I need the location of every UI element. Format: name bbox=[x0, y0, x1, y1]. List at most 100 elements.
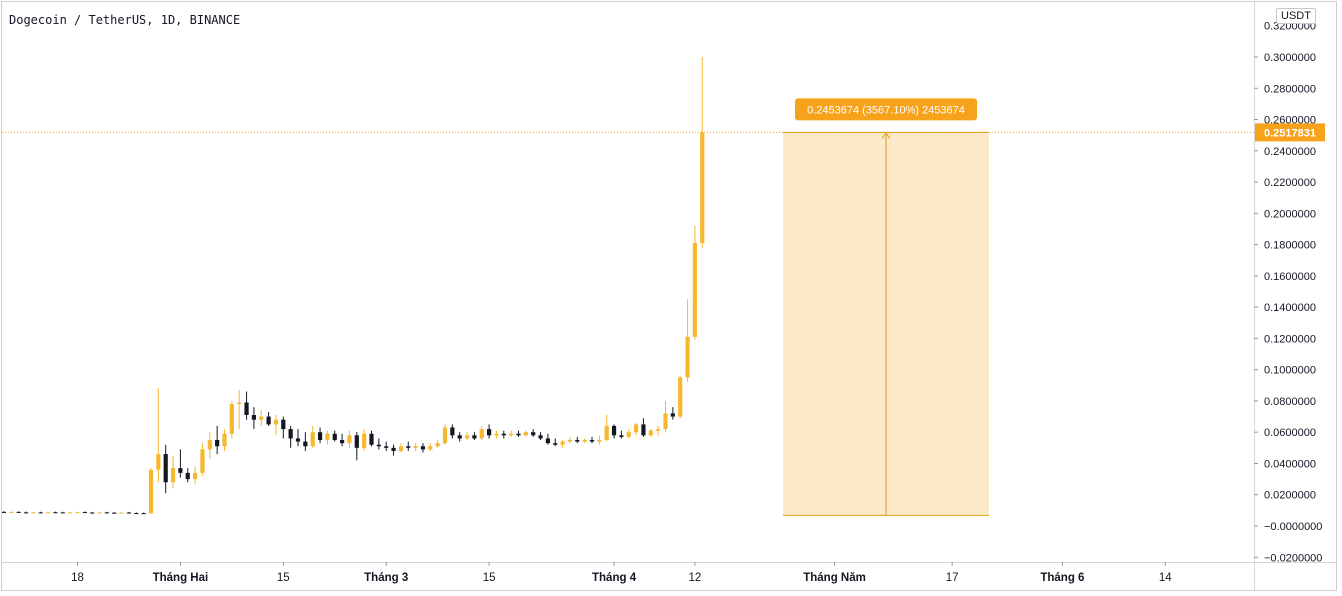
candle-body bbox=[273, 419, 279, 425]
price-tick-label: 0.2400000 bbox=[1264, 146, 1316, 158]
candle-body bbox=[494, 433, 499, 436]
candle-body bbox=[538, 435, 543, 439]
candle-body bbox=[295, 438, 301, 442]
measure-label-box[interactable] bbox=[795, 98, 977, 121]
candle-body bbox=[16, 511, 21, 513]
candle-body bbox=[134, 513, 139, 515]
candle-body bbox=[31, 512, 36, 514]
currency-badge[interactable]: USDT bbox=[1276, 8, 1316, 24]
candle-body bbox=[678, 377, 683, 417]
price-tick-label: 0.0800000 bbox=[1264, 396, 1316, 408]
price-tick-label: 0.1000000 bbox=[1264, 365, 1316, 377]
price-tick-label: 0.0600000 bbox=[1264, 427, 1316, 439]
candle-body bbox=[104, 512, 109, 514]
candle-body bbox=[82, 512, 87, 514]
candle-body bbox=[406, 446, 411, 448]
candle-body bbox=[362, 433, 367, 448]
candle-body bbox=[531, 432, 536, 436]
candle-body bbox=[148, 469, 154, 514]
candle-body bbox=[472, 435, 477, 439]
candle-body bbox=[435, 443, 440, 447]
candle-body bbox=[604, 425, 609, 441]
candle-body bbox=[457, 435, 462, 439]
candle-body bbox=[9, 511, 14, 513]
price-tick-label: 0.1600000 bbox=[1264, 271, 1316, 283]
price-tick-label: 0.1400000 bbox=[1264, 302, 1316, 314]
candle-body bbox=[413, 446, 418, 448]
measure-tool[interactable]: 0.2453674 (3567.10%) 2453674 bbox=[783, 98, 989, 516]
candle-body bbox=[60, 512, 65, 514]
candle-body bbox=[347, 435, 352, 444]
candle-body bbox=[700, 132, 705, 244]
price-tick-label: 0.2800000 bbox=[1264, 83, 1316, 95]
candle-body bbox=[369, 433, 374, 445]
candle-body bbox=[516, 433, 521, 436]
candle-body bbox=[685, 336, 690, 378]
candle-body bbox=[222, 433, 227, 447]
candle-body bbox=[266, 416, 271, 425]
candle-body bbox=[619, 435, 624, 437]
candle-body bbox=[479, 429, 484, 439]
time-tick-label: Tháng 3 bbox=[364, 572, 408, 584]
candle-body bbox=[119, 512, 124, 514]
measure-label: 0.2453674 (3567.10%) 2453674 bbox=[807, 104, 965, 116]
price-tick-label: 0.1200000 bbox=[1264, 333, 1316, 345]
candle-body bbox=[310, 432, 315, 447]
candle-body bbox=[156, 454, 161, 470]
candle-body bbox=[303, 441, 308, 447]
candle-body bbox=[611, 425, 617, 436]
price-tick-label: 0.0400000 bbox=[1264, 458, 1316, 470]
candle-body bbox=[281, 419, 286, 430]
candle-body bbox=[376, 444, 381, 447]
candle-body bbox=[398, 446, 403, 451]
time-tick-label: 12 bbox=[689, 572, 702, 584]
candle-body bbox=[163, 454, 168, 483]
candle-body bbox=[112, 512, 117, 514]
price-tick-label: 0.1800000 bbox=[1264, 240, 1316, 252]
candle-body bbox=[141, 513, 146, 515]
candle-body bbox=[1, 511, 7, 513]
candle-body bbox=[244, 402, 249, 416]
price-tick-label: 0.0200000 bbox=[1264, 490, 1316, 502]
candle-body bbox=[626, 432, 631, 437]
candle-body bbox=[442, 427, 448, 444]
candle-body bbox=[38, 512, 43, 514]
candle-body bbox=[648, 430, 653, 436]
price-tick-label: 0.2000000 bbox=[1264, 208, 1316, 220]
price-tick-label: 0.2200000 bbox=[1264, 177, 1316, 189]
time-tick-label: Tháng Hai bbox=[153, 572, 209, 584]
candle-body bbox=[237, 402, 242, 405]
candle-body bbox=[126, 512, 132, 514]
candle-body bbox=[597, 440, 602, 442]
candle-body bbox=[46, 512, 51, 514]
candle-body bbox=[560, 441, 565, 445]
candle-body bbox=[384, 446, 389, 448]
candle-body bbox=[656, 429, 661, 431]
candle-body bbox=[90, 512, 95, 514]
time-tick-label: Tháng Năm bbox=[803, 572, 866, 584]
price-tick-label: −0.0200000 bbox=[1264, 552, 1322, 564]
candle-body bbox=[428, 446, 433, 450]
candle-body bbox=[391, 447, 396, 451]
time-tick-label: 17 bbox=[946, 572, 959, 584]
candle-body bbox=[641, 424, 646, 436]
candle-body bbox=[634, 424, 639, 433]
candle-body bbox=[229, 404, 234, 434]
candle-body bbox=[575, 440, 580, 442]
candle-body bbox=[692, 243, 697, 337]
price-tick-label: 0.3000000 bbox=[1264, 52, 1316, 64]
candle-body bbox=[487, 429, 492, 436]
last-price-badge bbox=[1255, 123, 1325, 142]
time-tick-label: Tháng 6 bbox=[1040, 572, 1084, 584]
candle-body bbox=[259, 416, 264, 420]
time-tick-label: 18 bbox=[71, 572, 84, 584]
candlestick-series bbox=[1, 57, 705, 515]
candle-body bbox=[317, 432, 323, 441]
time-tick-label: 14 bbox=[1159, 572, 1172, 584]
measure-arrow-head-icon bbox=[881, 132, 891, 139]
candle-body bbox=[589, 440, 595, 442]
candle-body bbox=[200, 449, 205, 473]
candle-body bbox=[509, 433, 514, 436]
candle-body bbox=[670, 413, 675, 417]
